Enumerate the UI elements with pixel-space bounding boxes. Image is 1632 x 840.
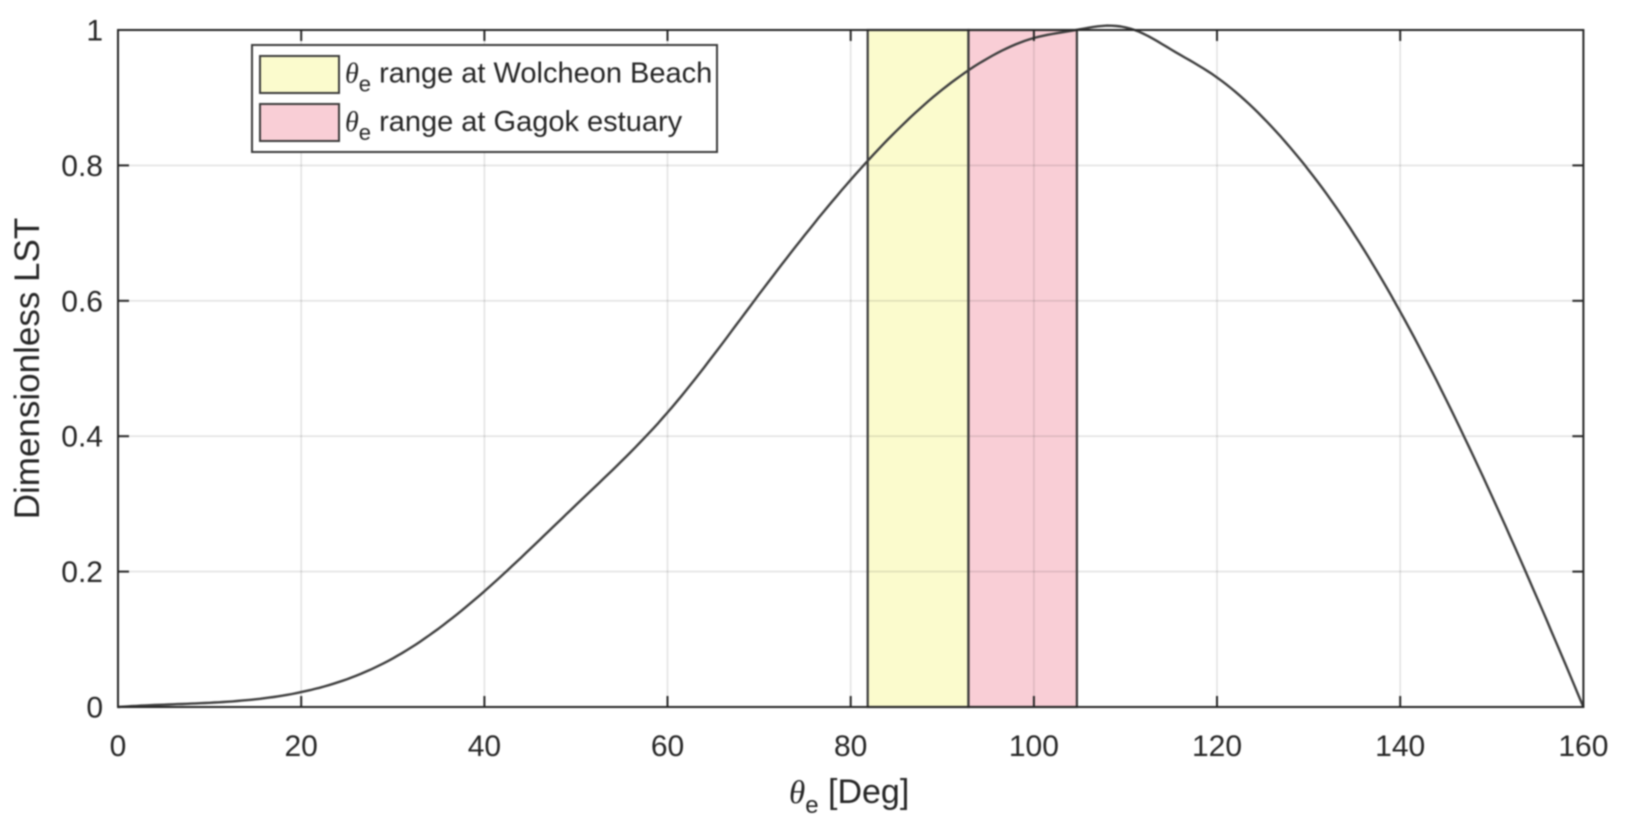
svg-text:1: 1 (86, 15, 103, 48)
svg-text:θe range at Gagok estuary: θe range at Gagok estuary (345, 106, 683, 145)
svg-text:0.2: 0.2 (61, 556, 103, 589)
svg-text:Dimensionless LST: Dimensionless LST (8, 218, 47, 520)
svg-text:0: 0 (86, 692, 103, 725)
svg-text:40: 40 (468, 730, 501, 763)
svg-text:0: 0 (110, 730, 127, 763)
svg-text:60: 60 (651, 730, 684, 763)
svg-text:θe range at Wolcheon Beach: θe range at Wolcheon Beach (345, 58, 712, 97)
svg-text:120: 120 (1192, 730, 1242, 763)
svg-text:160: 160 (1558, 730, 1608, 763)
svg-text:0.8: 0.8 (61, 150, 103, 183)
svg-text:0.4: 0.4 (61, 421, 103, 454)
svg-text:80: 80 (834, 730, 867, 763)
svg-text:140: 140 (1375, 730, 1425, 763)
svg-text:θe [Deg]: θe [Deg] (789, 773, 909, 819)
svg-text:20: 20 (285, 730, 318, 763)
svg-text:0.6: 0.6 (61, 285, 103, 318)
svg-text:100: 100 (1009, 730, 1059, 763)
